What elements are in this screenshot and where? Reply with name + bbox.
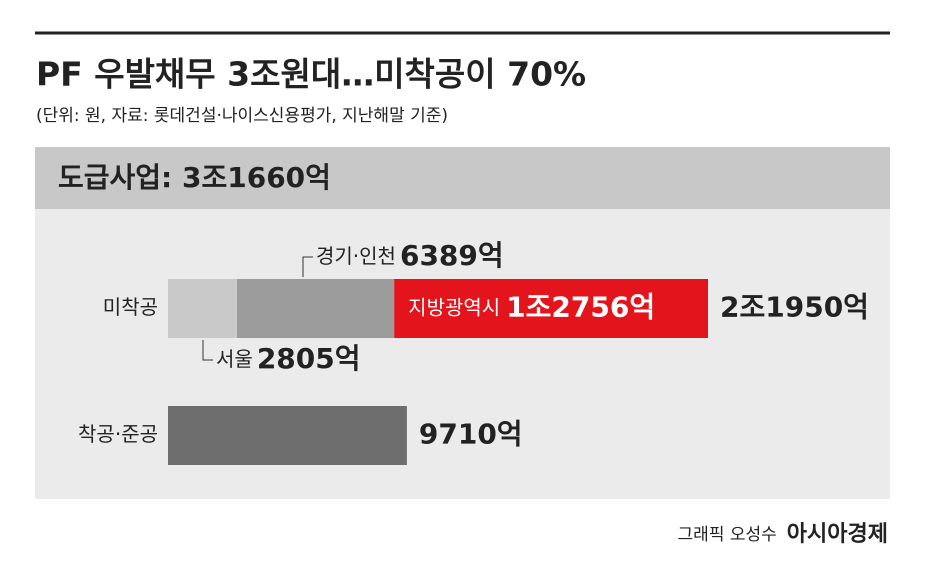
total-label: 2조1950억 xyxy=(720,291,869,324)
bar-segment xyxy=(168,406,407,465)
value-label: 6389억 xyxy=(400,239,504,272)
category-label: 미착공 xyxy=(103,295,158,319)
title: PF 우발채무 3조원대…미착공이 70% xyxy=(36,55,586,94)
bar-segment xyxy=(394,279,708,338)
header-band xyxy=(35,147,890,209)
segment-label: 지방광역시 1조2756억 xyxy=(408,291,655,324)
segment-name: 지방광역시 xyxy=(408,295,500,319)
bar-segment xyxy=(168,279,238,338)
segment-label: 서울 2805억 xyxy=(216,342,361,375)
value-label: 9710억 xyxy=(419,418,523,451)
segment-label: 경기·인천 6389억 xyxy=(316,239,504,272)
value-label: 1조2756억 xyxy=(506,291,655,324)
brand: 아시아경제 xyxy=(787,522,888,547)
leader xyxy=(202,340,213,361)
leader xyxy=(302,256,314,277)
credit: 그래픽 오성수 xyxy=(678,525,777,545)
category-label: 착공·준공 xyxy=(78,422,158,446)
value-label: 2805억 xyxy=(257,342,361,375)
bar-segment xyxy=(237,279,395,338)
header: 도급사업: 3조1660억 xyxy=(58,161,331,194)
subtitle: (단위: 원, 자료: 롯데건설·나이스신용평가, 지난해말 기준) xyxy=(36,106,448,126)
footer: 그래픽 오성수 아시아경제 xyxy=(678,522,888,547)
segment-name: 서울 xyxy=(216,347,253,371)
segment-name: 경기·인천 xyxy=(316,244,396,268)
